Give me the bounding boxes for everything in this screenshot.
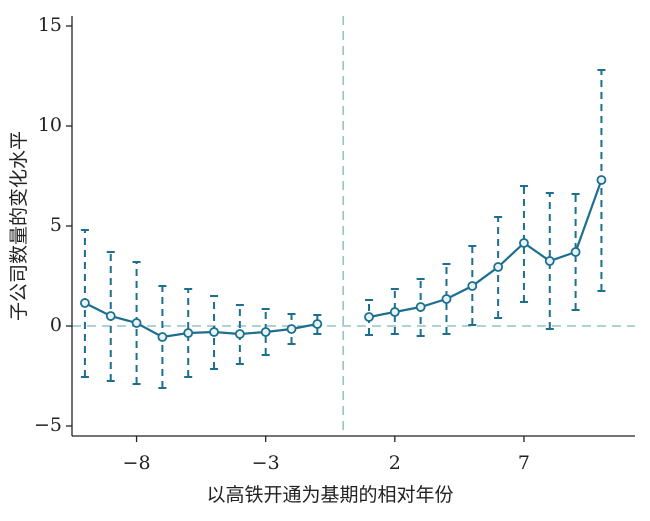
point <box>312 319 323 329</box>
y-axis-label: 子公司数量的变化水平 <box>8 131 30 321</box>
x-axis-label: 以高铁开通为基期的相对年份 <box>206 484 453 506</box>
point <box>80 298 90 308</box>
point <box>467 281 478 291</box>
point <box>105 311 116 321</box>
point <box>234 329 245 339</box>
point <box>441 294 452 304</box>
point <box>493 262 504 272</box>
y-tick-label: 5 <box>50 214 62 236</box>
point <box>596 175 607 185</box>
x-tick-label: 2 <box>389 452 401 474</box>
point <box>364 312 374 322</box>
x-tick-label: −3 <box>252 452 280 474</box>
point <box>519 238 529 248</box>
point <box>544 256 555 266</box>
x-tick-label: 7 <box>518 452 530 474</box>
point <box>260 327 271 337</box>
point <box>131 318 142 328</box>
point <box>389 307 400 317</box>
x-tick-label: −8 <box>123 452 151 474</box>
point <box>570 247 581 257</box>
point <box>209 327 219 337</box>
point <box>286 324 297 334</box>
y-tick-label: −5 <box>34 414 62 436</box>
y-tick-label: 15 <box>38 14 62 36</box>
y-tick-label: 10 <box>38 114 62 136</box>
point <box>157 332 168 342</box>
line <box>84 179 603 339</box>
point <box>415 302 426 312</box>
y-tick-label: 0 <box>50 314 62 336</box>
point <box>183 328 194 338</box>
